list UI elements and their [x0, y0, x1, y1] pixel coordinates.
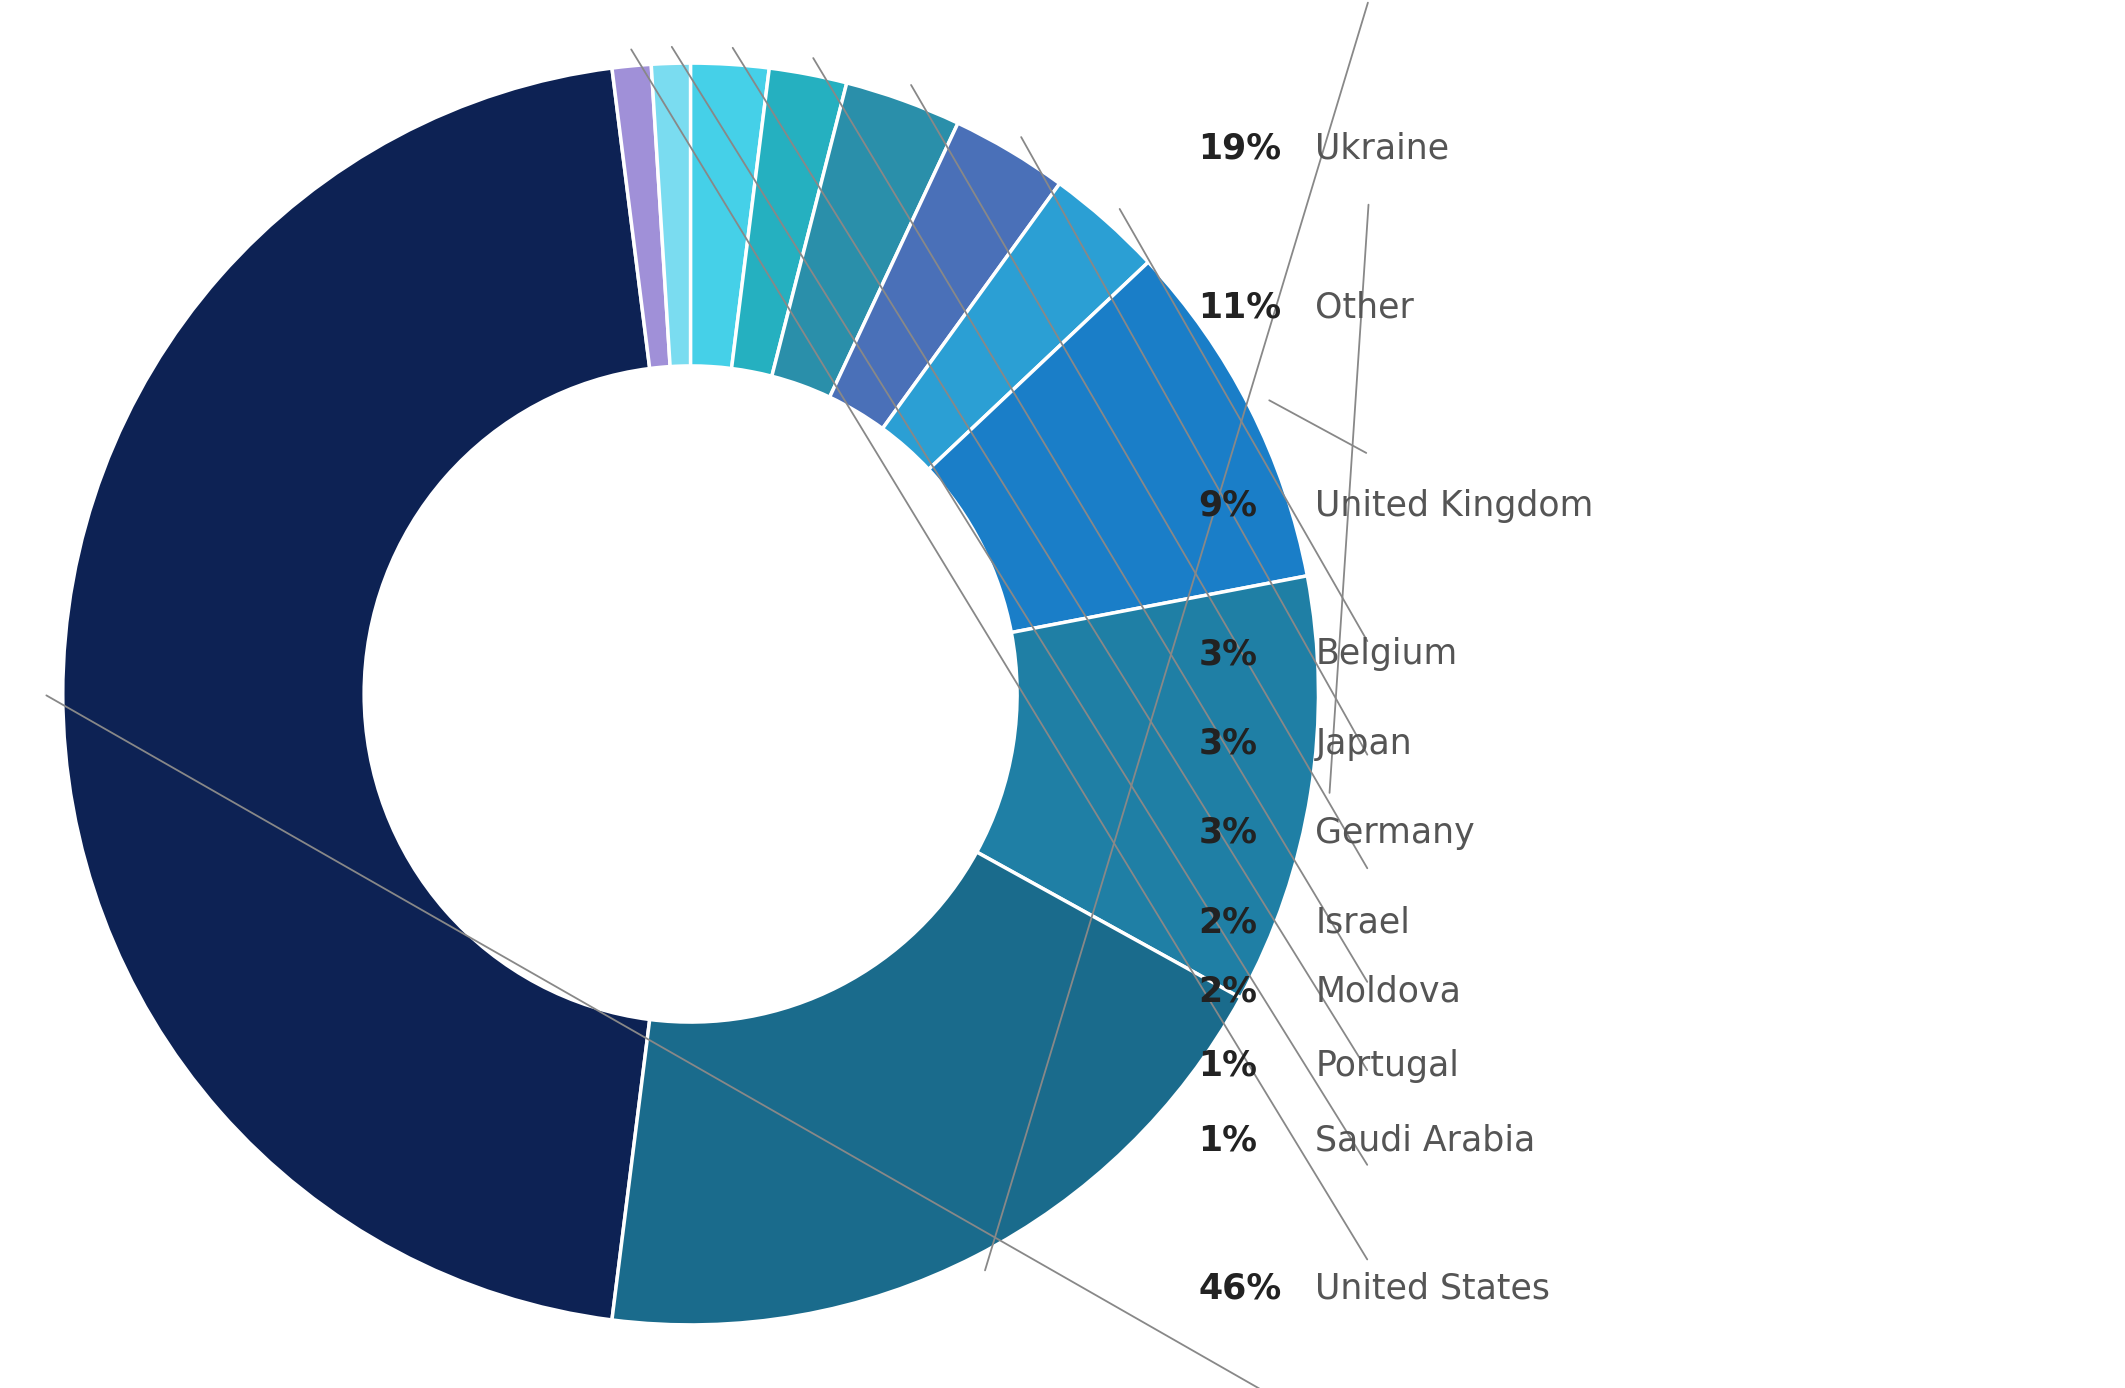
Text: 2%: 2%	[1198, 905, 1258, 940]
Wedge shape	[771, 83, 958, 397]
Text: Germany: Germany	[1315, 816, 1475, 849]
Text: 3%: 3%	[1198, 726, 1258, 761]
Wedge shape	[829, 124, 1060, 429]
Text: 11%: 11%	[1198, 290, 1281, 325]
Text: Moldova: Moldova	[1315, 974, 1462, 1009]
Text: 3%: 3%	[1198, 816, 1258, 849]
Text: Portugal: Portugal	[1315, 1049, 1460, 1083]
Wedge shape	[612, 852, 1241, 1326]
Text: 1%: 1%	[1198, 1049, 1258, 1083]
Text: United States: United States	[1315, 1271, 1551, 1306]
Text: Saudi Arabia: Saudi Arabia	[1315, 1123, 1536, 1158]
Wedge shape	[691, 62, 769, 369]
Wedge shape	[650, 62, 691, 366]
Text: 9%: 9%	[1198, 489, 1258, 523]
Text: Belgium: Belgium	[1315, 637, 1458, 672]
Wedge shape	[978, 576, 1318, 998]
Text: 3%: 3%	[1198, 637, 1258, 672]
Text: 19%: 19%	[1198, 132, 1281, 165]
Text: Israel: Israel	[1315, 905, 1411, 940]
Text: United Kingdom: United Kingdom	[1315, 489, 1594, 523]
Wedge shape	[64, 68, 650, 1320]
Wedge shape	[929, 262, 1307, 633]
Text: 2%: 2%	[1198, 974, 1258, 1009]
Text: Other: Other	[1315, 290, 1415, 325]
Text: Ukraine: Ukraine	[1315, 132, 1449, 165]
Wedge shape	[612, 64, 669, 369]
Text: 1%: 1%	[1198, 1123, 1258, 1158]
Wedge shape	[882, 183, 1148, 469]
Text: 46%: 46%	[1198, 1271, 1281, 1306]
Wedge shape	[731, 68, 846, 376]
Text: Japan: Japan	[1315, 726, 1413, 761]
